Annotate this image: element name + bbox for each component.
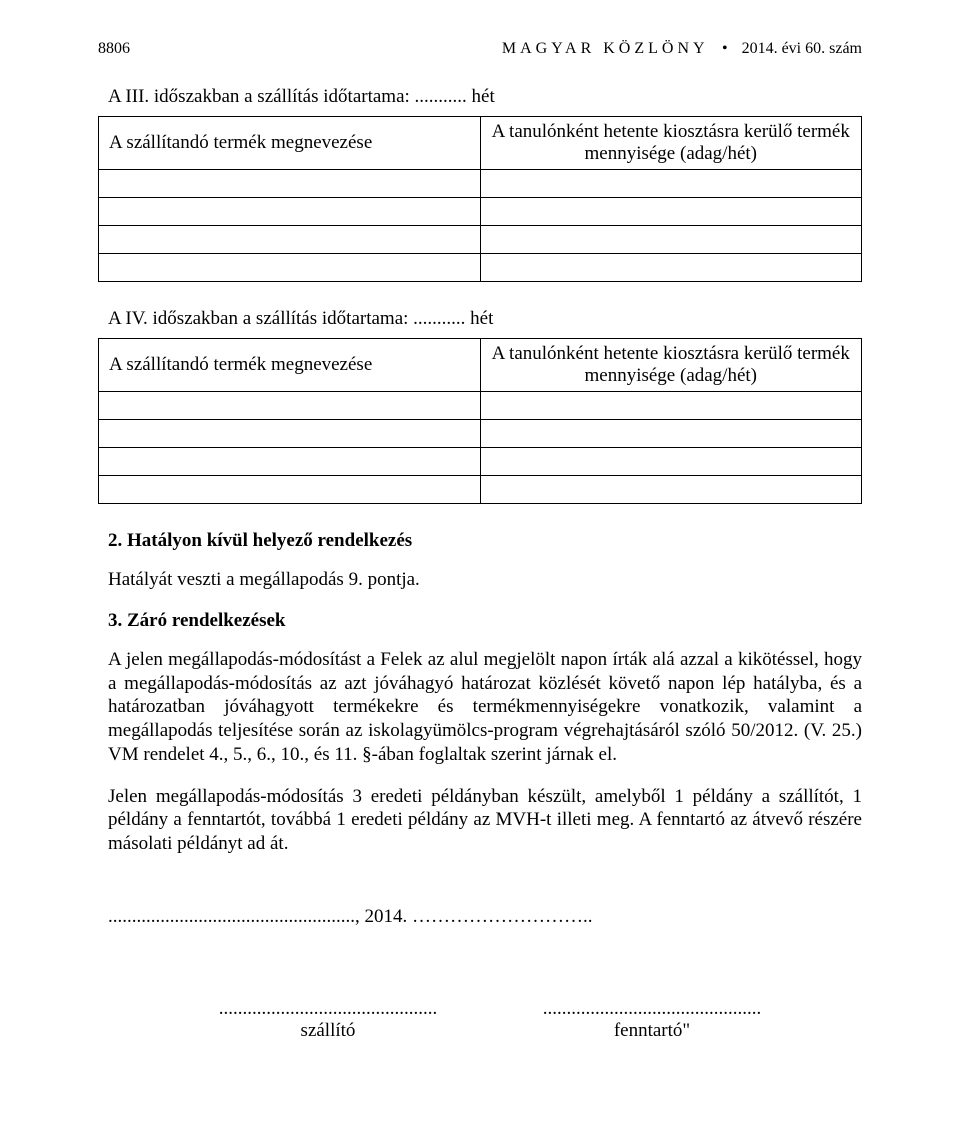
table-row [99, 392, 862, 420]
clause-3-body-2: Jelen megállapodás-módosítás 3 eredeti p… [108, 785, 862, 856]
col-header-product: A szállítandó termék megnevezése [99, 117, 481, 170]
cell [480, 170, 862, 198]
cell [99, 448, 481, 476]
signature-left: ........................................… [168, 998, 488, 1042]
signature-right-label: fenntartó" [492, 1020, 812, 1042]
cell [480, 254, 862, 282]
clause-2-heading: 2. Hatályon kívül helyező rendelkezés [108, 530, 862, 552]
clause-3-body-1: A jelen megállapodás-módosítást a Felek … [108, 648, 862, 767]
section-3-line: A III. időszakban a szállítás időtartama… [108, 86, 862, 108]
cell [480, 420, 862, 448]
pub-separator: • [722, 40, 728, 57]
cell [99, 198, 481, 226]
table-row [99, 420, 862, 448]
cell [480, 198, 862, 226]
table-row [99, 448, 862, 476]
cell [480, 392, 862, 420]
signature-row: ........................................… [98, 998, 862, 1042]
cell [99, 476, 481, 504]
table-row: A szállítandó termék megnevezése A tanul… [99, 117, 862, 170]
clause-2-body: Hatályát veszti a megállapodás 9. pontja… [108, 568, 862, 592]
signature-right-dots: ........................................… [543, 998, 762, 1019]
section-4-line: A IV. időszakban a szállítás időtartama:… [108, 308, 862, 330]
clause-3-heading: 3. Záró rendelkezések [108, 610, 862, 632]
cell [99, 170, 481, 198]
publication-title: MAGYAR KÖZLÖNY • 2014. évi 60. szám [502, 40, 862, 58]
date-text: , 2014. ……………………….. [355, 906, 593, 927]
cell [99, 392, 481, 420]
cell [99, 254, 481, 282]
pub-name: MAGYAR KÖZLÖNY [502, 40, 708, 57]
table-row [99, 198, 862, 226]
section-3-table: A szállítandó termék megnevezése A tanul… [98, 116, 862, 282]
cell [480, 226, 862, 254]
col-header-quantity: A tanulónként hetente kiosztásra kerülő … [480, 339, 862, 392]
signature-left-label: szállító [168, 1020, 488, 1042]
section-4-suffix: hét [470, 308, 493, 329]
table-row [99, 170, 862, 198]
signature-right: ........................................… [492, 998, 812, 1042]
signature-left-dots: ........................................… [219, 998, 438, 1019]
date-dots: ........................................… [108, 906, 355, 927]
section-4-prefix: A IV. időszakban a szállítás időtartama: [108, 308, 408, 329]
table-row: A szállítandó termék megnevezése A tanul… [99, 339, 862, 392]
col-header-quantity: A tanulónként hetente kiosztásra kerülő … [480, 117, 862, 170]
pub-issue: 2014. évi 60. szám [742, 40, 862, 57]
cell [99, 420, 481, 448]
table-row [99, 226, 862, 254]
table-row [99, 476, 862, 504]
cell [480, 476, 862, 504]
section-3-suffix: hét [472, 86, 495, 107]
col-header-product: A szállítandó termék megnevezése [99, 339, 481, 392]
section-3-prefix: A III. időszakban a szállítás időtartama… [108, 86, 410, 107]
cell [480, 448, 862, 476]
section-4-dots: ........... [413, 308, 465, 329]
table-row [99, 254, 862, 282]
page-header: 8806 MAGYAR KÖZLÖNY • 2014. évi 60. szám [98, 40, 862, 58]
section-4-table: A szállítandó termék megnevezése A tanul… [98, 338, 862, 504]
date-line: ........................................… [108, 906, 862, 928]
page-number: 8806 [98, 40, 130, 58]
cell [99, 226, 481, 254]
section-3-dots: ........... [415, 86, 467, 107]
